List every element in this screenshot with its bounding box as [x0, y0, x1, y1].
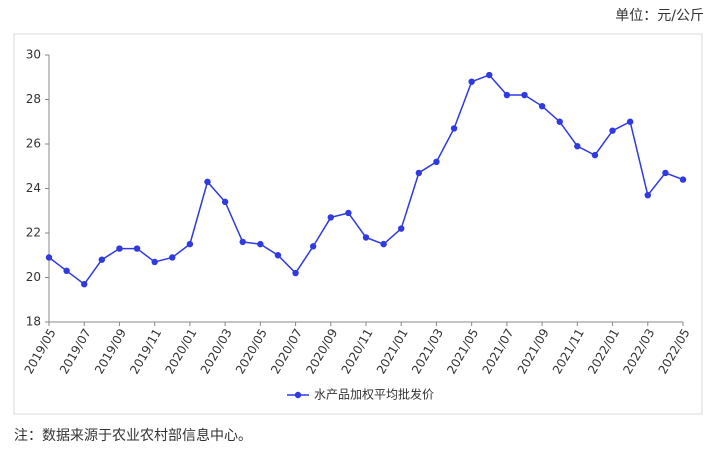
legend-label: 水产品加权平均批发价 [314, 387, 434, 402]
x-tick-label: 2021/09 [515, 326, 552, 376]
data-point [116, 245, 123, 252]
data-point [468, 78, 475, 85]
y-tick-label: 30 [26, 48, 41, 62]
data-point [380, 240, 387, 248]
y-tick-label: 22 [26, 226, 41, 240]
x-tick-label: 2021/05 [444, 326, 481, 376]
x-tick-label: 2021/03 [409, 326, 446, 376]
data-point [450, 125, 458, 132]
x-tick-label: 2019/05 [22, 326, 59, 376]
data-point [398, 225, 405, 232]
y-tick-label: 20 [26, 270, 41, 284]
data-point [679, 176, 687, 183]
data-point [662, 169, 669, 177]
x-tick-label: 2022/03 [620, 326, 657, 376]
x-tick-label: 2019/09 [92, 326, 129, 376]
data-point [186, 240, 194, 248]
data-point [151, 258, 158, 266]
y-tick-label: 26 [26, 137, 41, 151]
data-point [626, 118, 634, 125]
note: 注：数据来源于农业农村部信息中心。 [14, 427, 252, 444]
data-point [556, 118, 563, 125]
x-tick-label: 2020/01 [162, 326, 199, 376]
data-point [327, 214, 334, 221]
data-point [362, 234, 370, 241]
data-point [415, 169, 423, 177]
x-tick-label: 2022/01 [585, 326, 622, 376]
data-point [538, 102, 546, 110]
data-point [274, 252, 282, 259]
data-point [221, 198, 229, 206]
data-point [503, 91, 511, 99]
legend-marker [294, 391, 302, 399]
data-point [345, 209, 352, 217]
unit-label: 单位：元/公斤 [615, 8, 704, 24]
x-tick-label: 2022/05 [656, 326, 693, 376]
data-point [486, 71, 493, 79]
data-point [204, 178, 211, 186]
data-point [644, 191, 651, 199]
data-point [257, 240, 264, 248]
y-tick-label: 18 [26, 315, 41, 329]
series-line [48, 74, 684, 286]
x-tick-label: 2019/11 [127, 326, 164, 376]
y-tick-label: 24 [26, 181, 41, 195]
data-point [45, 254, 53, 261]
x-tick-label: 2021/11 [550, 326, 587, 376]
x-tick-label: 2021/07 [479, 326, 516, 376]
x-tick-label: 2020/03 [198, 326, 235, 376]
data-point [239, 238, 246, 246]
x-tick-label: 2020/07 [268, 326, 305, 376]
data-point [63, 267, 70, 275]
data-point [591, 151, 599, 159]
data-point [133, 245, 141, 252]
data-point [169, 254, 176, 261]
data-point [81, 280, 88, 288]
data-point [292, 269, 299, 277]
data-point [98, 256, 106, 263]
chart-frame [13, 33, 703, 415]
data-point [309, 243, 317, 250]
x-tick-label: 2020/09 [303, 326, 340, 376]
y-tick-label: 28 [26, 92, 41, 106]
x-tick-label: 2019/07 [57, 326, 94, 376]
data-point [574, 143, 581, 150]
x-tick-label: 2020/05 [233, 326, 270, 376]
data-point [433, 158, 440, 165]
data-point [609, 127, 616, 134]
x-tick-label: 2021/01 [374, 326, 411, 376]
data-point [521, 91, 528, 99]
x-tick-label: 2020/11 [339, 326, 376, 376]
